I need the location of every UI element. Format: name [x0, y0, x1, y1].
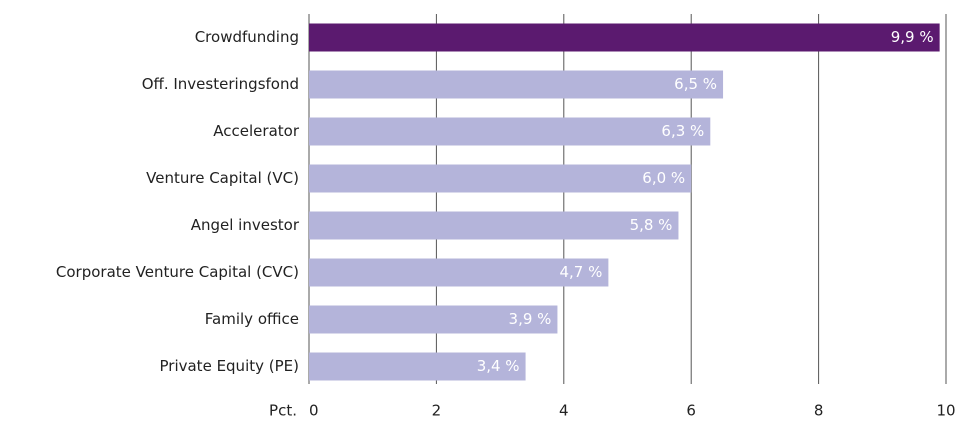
x-axis-label: Pct. — [269, 402, 297, 420]
value-label: 6,3 % — [661, 122, 704, 140]
value-label: 3,9 % — [509, 310, 552, 328]
bar — [309, 352, 526, 381]
y-tick-label: Venture Capital (VC) — [146, 169, 299, 187]
y-tick-label: Corporate Venture Capital (CVC) — [56, 263, 299, 281]
x-tick-label: 6 — [686, 402, 696, 420]
x-tick-label: 4 — [559, 402, 569, 420]
x-tick-label: 8 — [814, 402, 824, 420]
bar — [309, 23, 940, 52]
value-label: 5,8 % — [630, 216, 673, 234]
bar — [309, 164, 692, 193]
x-tick-label: 0 — [309, 402, 319, 420]
x-tick-label: 2 — [432, 402, 442, 420]
value-label: 9,9 % — [891, 28, 934, 46]
bar — [309, 258, 609, 287]
value-label: 6,5 % — [674, 75, 717, 93]
bar — [309, 70, 724, 99]
bar — [309, 211, 679, 240]
bar — [309, 117, 711, 146]
y-tick-label: Off. Investeringsfond — [142, 75, 299, 93]
y-tick-label: Family office — [205, 310, 299, 328]
x-tick-label: 10 — [936, 402, 955, 420]
value-label: 4,7 % — [559, 263, 602, 281]
value-label: 3,4 % — [477, 357, 520, 375]
y-tick-label: Angel investor — [191, 216, 300, 234]
y-tick-label: Crowdfunding — [195, 28, 299, 46]
bar — [309, 305, 558, 334]
value-label: 6,0 % — [642, 169, 685, 187]
y-tick-label: Accelerator — [213, 122, 300, 140]
y-tick-label: Private Equity (PE) — [160, 357, 300, 375]
